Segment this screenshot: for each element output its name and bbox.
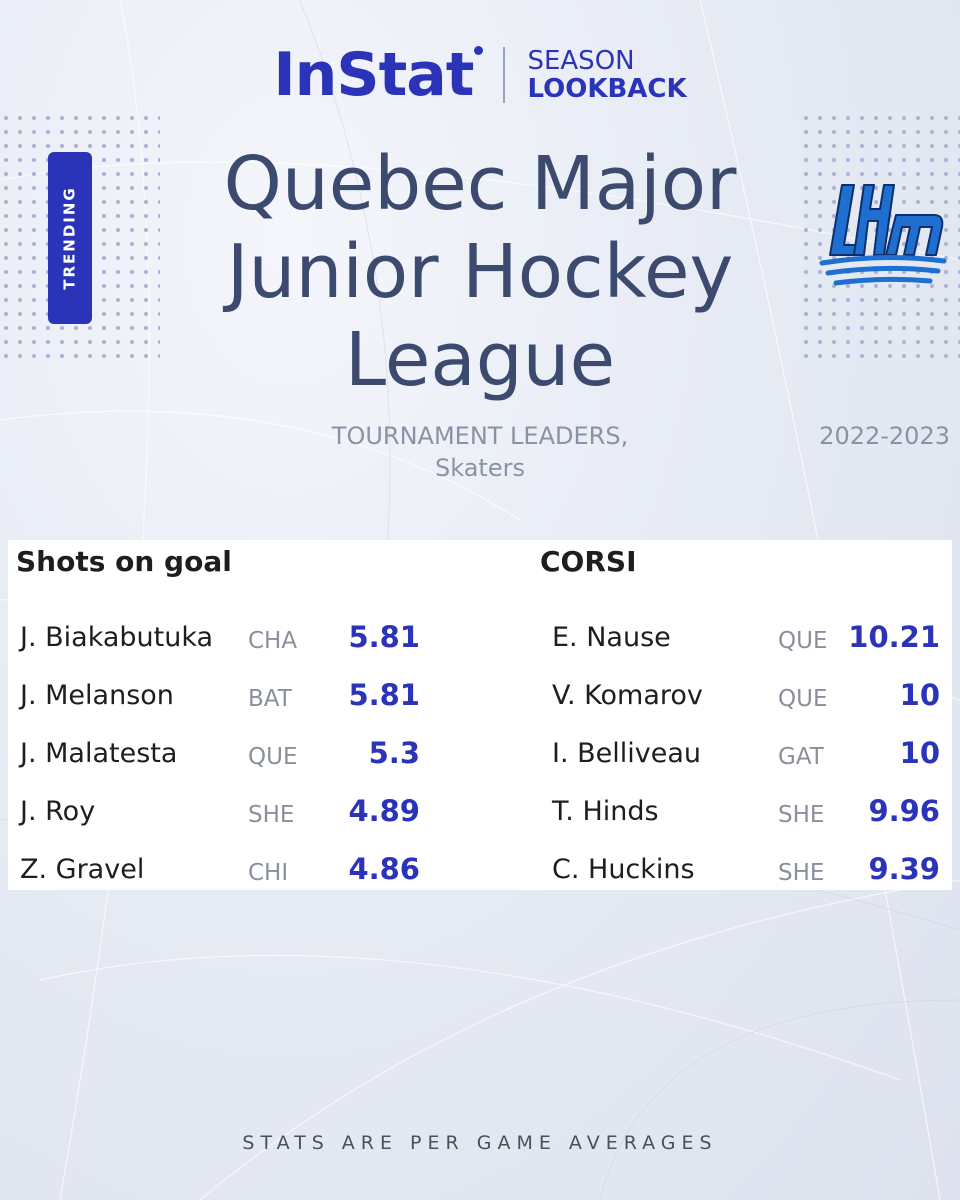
stat-value: 5.81 <box>348 620 420 654</box>
team-code: QUE <box>778 686 828 712</box>
team-code: SHE <box>778 802 825 828</box>
stat-value: 5.81 <box>348 678 420 712</box>
table-row: E. Nause QUE 10.21 <box>528 612 952 670</box>
footer-note: STATS ARE PER GAME AVERAGES <box>242 1132 718 1154</box>
table-row: J. Malatesta QUE 5.3 <box>8 728 428 786</box>
corsi-table: CORSI E. Nause QUE 10.21 V. Komarov QUE … <box>528 540 952 890</box>
team-code: QUE <box>778 628 828 654</box>
player-name: J. Roy <box>20 796 96 827</box>
stat-value: 10.21 <box>848 620 940 654</box>
title-line2: Junior Hockey <box>226 229 734 315</box>
subtitle-line1: TOURNAMENT LEADERS, <box>331 422 629 450</box>
season-lookback-label: SEASON LOOKBACK <box>527 47 686 103</box>
trending-label: TRENDING <box>61 186 80 290</box>
team-code: SHE <box>778 860 825 886</box>
player-name: V. Komarov <box>552 680 703 711</box>
subtitle: TOURNAMENT LEADERS, Skaters <box>250 420 710 484</box>
table-row: V. Komarov QUE 10 <box>528 670 952 728</box>
lhjmq-logo-icon <box>819 184 947 286</box>
player-name: J. Melanson <box>20 680 174 711</box>
stats-panel: Shots on goal J. Biakabutuka CHA 5.81 J.… <box>8 540 952 890</box>
stat-value: 10 <box>899 736 940 770</box>
stat-value: 5.3 <box>368 736 420 770</box>
player-name: C. Huckins <box>552 854 695 885</box>
title-line3: League <box>344 317 616 403</box>
table-row: T. Hinds SHE 9.96 <box>528 786 952 844</box>
stat-value: 10 <box>899 678 940 712</box>
table-row: J. Roy SHE 4.89 <box>8 786 428 844</box>
player-name: E. Nause <box>552 622 671 653</box>
table-row: J. Melanson BAT 5.81 <box>8 670 428 728</box>
season-line2: LOOKBACK <box>527 74 687 104</box>
header: InStat SEASON LOOKBACK <box>0 40 960 110</box>
team-code: CHI <box>248 860 289 886</box>
team-code: CHA <box>248 628 298 654</box>
brand-dot-icon <box>474 46 484 55</box>
player-name: Z. Gravel <box>20 854 145 885</box>
table-row: I. Belliveau GAT 10 <box>528 728 952 786</box>
page-title: Quebec Major Junior Hockey League <box>120 140 840 404</box>
team-code: SHE <box>248 802 295 828</box>
team-code: BAT <box>248 686 292 712</box>
subtitle-line2: Skaters <box>435 454 525 482</box>
stat-value: 4.86 <box>348 852 420 886</box>
stat-value: 9.96 <box>868 794 940 828</box>
table-row: C. Huckins SHE 9.39 <box>528 844 952 902</box>
player-name: J. Biakabutuka <box>20 622 214 653</box>
instat-logo: InStat <box>273 40 484 110</box>
player-name: T. Hinds <box>552 796 659 827</box>
shots-on-goal-title: Shots on goal <box>16 545 232 578</box>
title-line1: Quebec Major <box>223 141 737 227</box>
stat-value: 9.39 <box>868 852 940 886</box>
team-code: QUE <box>248 744 298 770</box>
player-name: J. Malatesta <box>20 738 178 769</box>
corsi-title: CORSI <box>540 545 637 578</box>
table-row: Z. Gravel CHI 4.86 <box>8 844 428 902</box>
table-row: J. Biakabutuka CHA 5.81 <box>8 612 428 670</box>
shots-on-goal-table: Shots on goal J. Biakabutuka CHA 5.81 J.… <box>8 540 428 890</box>
player-name: I. Belliveau <box>552 738 702 769</box>
season-line1: SEASON <box>527 46 635 76</box>
stat-value: 4.89 <box>348 794 420 828</box>
trending-badge: TRENDING <box>48 152 92 324</box>
team-code: GAT <box>778 744 824 770</box>
season-year: 2022-2023 <box>819 422 950 450</box>
header-divider <box>503 47 506 103</box>
